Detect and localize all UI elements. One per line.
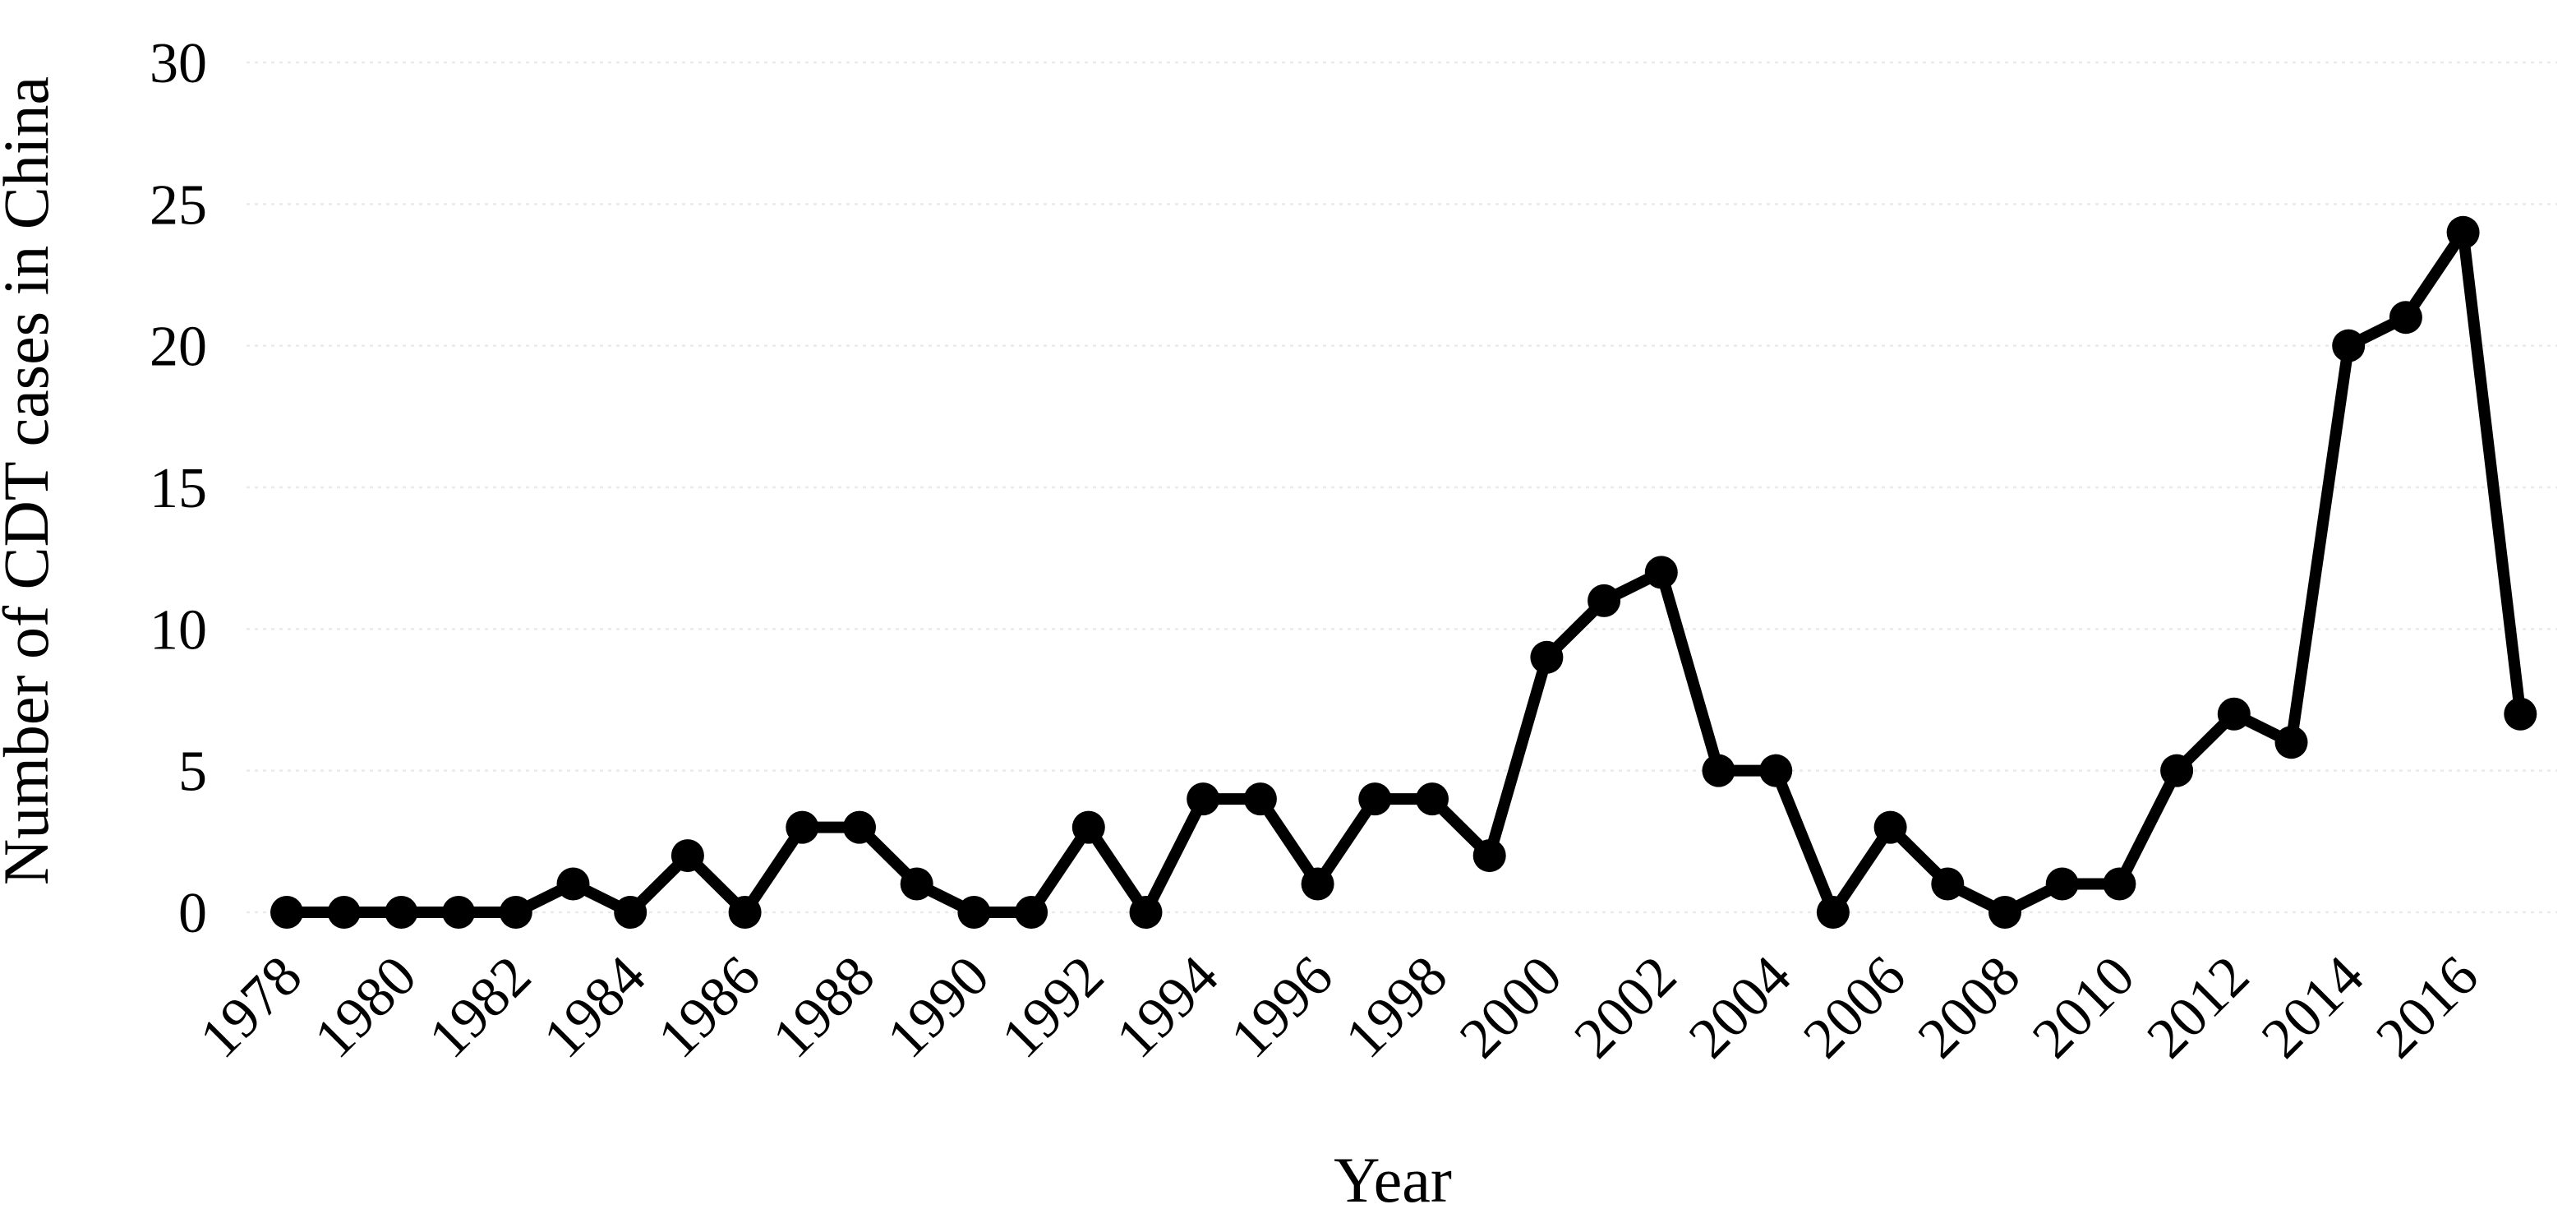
x-tick-label: 2016	[2364, 944, 2490, 1070]
x-tick-label: 2006	[1791, 944, 1917, 1070]
x-tick-label: 1978	[188, 944, 314, 1070]
data-point	[614, 896, 647, 929]
x-tick-label: 1998	[1334, 944, 1459, 1070]
data-point	[2217, 697, 2251, 731]
data-point	[1358, 782, 1392, 816]
data-point	[2103, 867, 2136, 901]
data-point	[786, 810, 819, 844]
data-point	[957, 896, 991, 929]
data-point	[1816, 896, 1850, 929]
gridlines	[247, 61, 2557, 914]
data-point	[843, 810, 876, 844]
data-point	[2504, 697, 2537, 731]
data-point	[1702, 754, 1735, 787]
data-point	[270, 896, 303, 929]
data-point	[385, 896, 418, 929]
data-point	[2160, 754, 2194, 787]
data-point	[670, 839, 704, 873]
y-tick-label: 25	[150, 173, 207, 237]
data-point	[556, 867, 590, 901]
data-point	[1988, 896, 2021, 929]
data-point	[900, 867, 933, 901]
data-point	[1129, 896, 1163, 929]
x-tick-label: 2012	[2136, 944, 2261, 1070]
data-point	[442, 896, 476, 929]
y-tick-label: 0	[178, 882, 207, 945]
y-axis-tick-labels: 0 5 10 15 20 25 30	[150, 32, 207, 945]
data-point	[2446, 215, 2480, 249]
x-tick-label: 2004	[1677, 944, 1803, 1070]
data-series	[270, 215, 2537, 929]
y-axis-title: Number of CDT cases in China	[0, 76, 62, 885]
y-tick-label: 10	[150, 598, 207, 662]
x-tick-label: 1994	[1104, 944, 1230, 1070]
data-point	[1759, 754, 1793, 787]
data-point	[327, 896, 361, 929]
x-tick-label: 1984	[532, 944, 657, 1070]
data-point	[728, 896, 762, 929]
x-tick-label: 1988	[761, 944, 887, 1070]
data-point	[1187, 782, 1220, 816]
x-tick-label: 2014	[2250, 944, 2376, 1070]
data-point	[499, 896, 532, 929]
x-axis-tick-labels: 1978198019821984198619881990199219941996…	[188, 944, 2491, 1070]
data-point	[1931, 867, 1965, 901]
x-tick-label: 1986	[646, 944, 772, 1070]
data-point	[2045, 867, 2079, 901]
data-point	[1588, 584, 1621, 617]
x-tick-label: 1982	[417, 944, 543, 1070]
x-axis-title: Year	[1334, 1144, 1452, 1216]
y-tick-label: 5	[178, 741, 207, 804]
data-point	[1071, 810, 1105, 844]
data-point	[1472, 839, 1506, 873]
y-tick-label: 15	[150, 457, 207, 520]
x-tick-label: 2002	[1563, 944, 1689, 1070]
x-tick-label: 1990	[875, 944, 1001, 1070]
data-point	[1301, 867, 1334, 901]
x-tick-label: 1980	[302, 944, 428, 1070]
x-tick-label: 2008	[1906, 944, 2032, 1070]
x-tick-label: 1996	[1219, 944, 1344, 1070]
x-tick-label: 2000	[1448, 944, 1574, 1070]
data-point	[2332, 329, 2366, 362]
data-point	[2389, 301, 2422, 335]
data-point	[2274, 726, 2308, 759]
data-point	[1015, 896, 1048, 929]
data-point	[1644, 556, 1678, 589]
data-point	[1416, 782, 1449, 816]
y-tick-label: 30	[150, 32, 207, 95]
series-polyline	[281, 226, 2527, 918]
data-point	[1530, 640, 1564, 674]
y-tick-label: 20	[150, 316, 207, 379]
data-point	[1873, 810, 1907, 844]
x-tick-label: 1992	[990, 944, 1116, 1070]
x-tick-label: 2010	[2021, 944, 2146, 1070]
data-point	[1243, 782, 1277, 816]
